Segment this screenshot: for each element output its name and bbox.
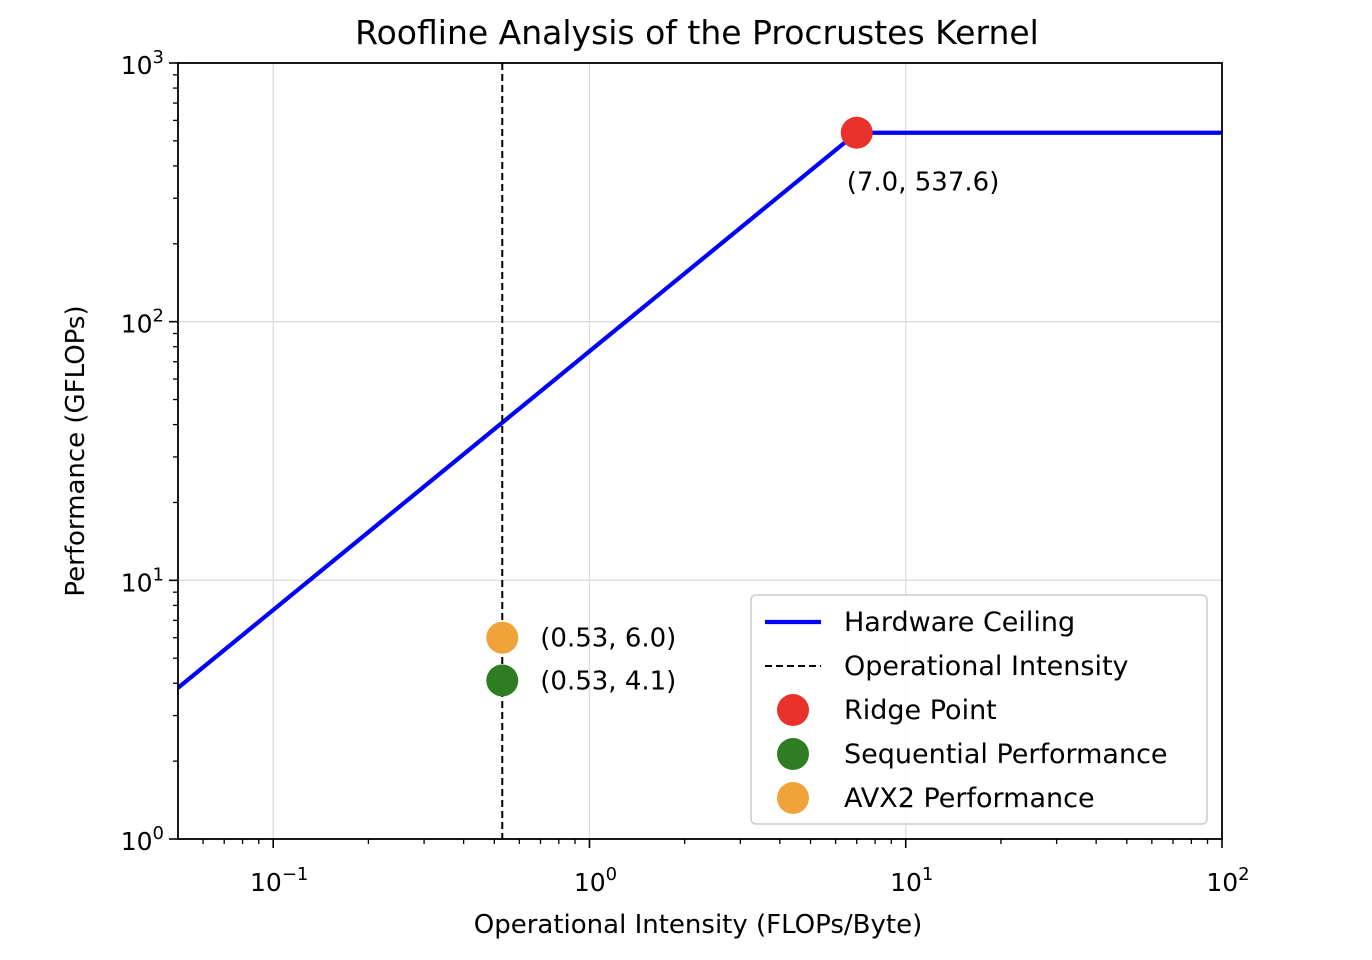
y-tick-label: 102 (121, 306, 164, 339)
legend-entry: Sequential Performance (777, 738, 1168, 770)
point-annotations: (7.0, 537.6) (0.53, 6.0) (0.53, 4.1) (540, 168, 999, 697)
y-tick-label: 101 (121, 564, 164, 597)
x-axis-label: Operational Intensity (FLOPs/Byte) (474, 910, 922, 940)
x-tick-label: 102 (1206, 864, 1249, 897)
x-tick-label: 10−1 (250, 864, 308, 897)
ridge-point-point (840, 116, 873, 149)
legend: Hardware Ceiling Operational Intensity Rid… (750, 594, 1208, 825)
y-tick-label: 103 (121, 47, 164, 80)
avx2-performance-point (486, 621, 519, 654)
y-axis-label: Performance (GFLOPs) (61, 305, 91, 596)
legend-entry: Hardware Ceiling (765, 607, 1075, 638)
legend-point-swatch (777, 782, 809, 814)
legend-label: AVX2 Performance (844, 783, 1095, 814)
y-tick-label: 100 (121, 823, 164, 856)
x-tick-label: 100 (574, 864, 617, 897)
axes: 10−1 100 101 102 100 101 102 103 (121, 47, 1250, 897)
legend-label: Sequential Performance (844, 739, 1168, 770)
legend-point-swatch (777, 738, 809, 770)
plot-series (178, 63, 1222, 839)
legend-label: Ridge Point (844, 695, 997, 726)
plot-frame (177, 62, 1223, 840)
legend-entry: Ridge Point (777, 694, 997, 726)
legend-label: Hardware Ceiling (844, 607, 1075, 638)
point-annotation: (0.53, 6.0) (540, 624, 676, 654)
chart-title: Roofline Analysis of the Procrustes Kern… (355, 13, 1039, 52)
point-annotation: (7.0, 537.6) (847, 168, 1000, 198)
legend-label: Operational Intensity (844, 651, 1129, 682)
legend-entry: Operational Intensity (765, 651, 1129, 682)
sequential-performance-point (486, 664, 519, 697)
legend-entry: AVX2 Performance (777, 782, 1095, 814)
legend-box (750, 594, 1208, 825)
legend-point-swatch (777, 694, 809, 726)
x-tick-label: 101 (890, 864, 933, 897)
point-annotation: (0.53, 4.1) (540, 666, 676, 696)
